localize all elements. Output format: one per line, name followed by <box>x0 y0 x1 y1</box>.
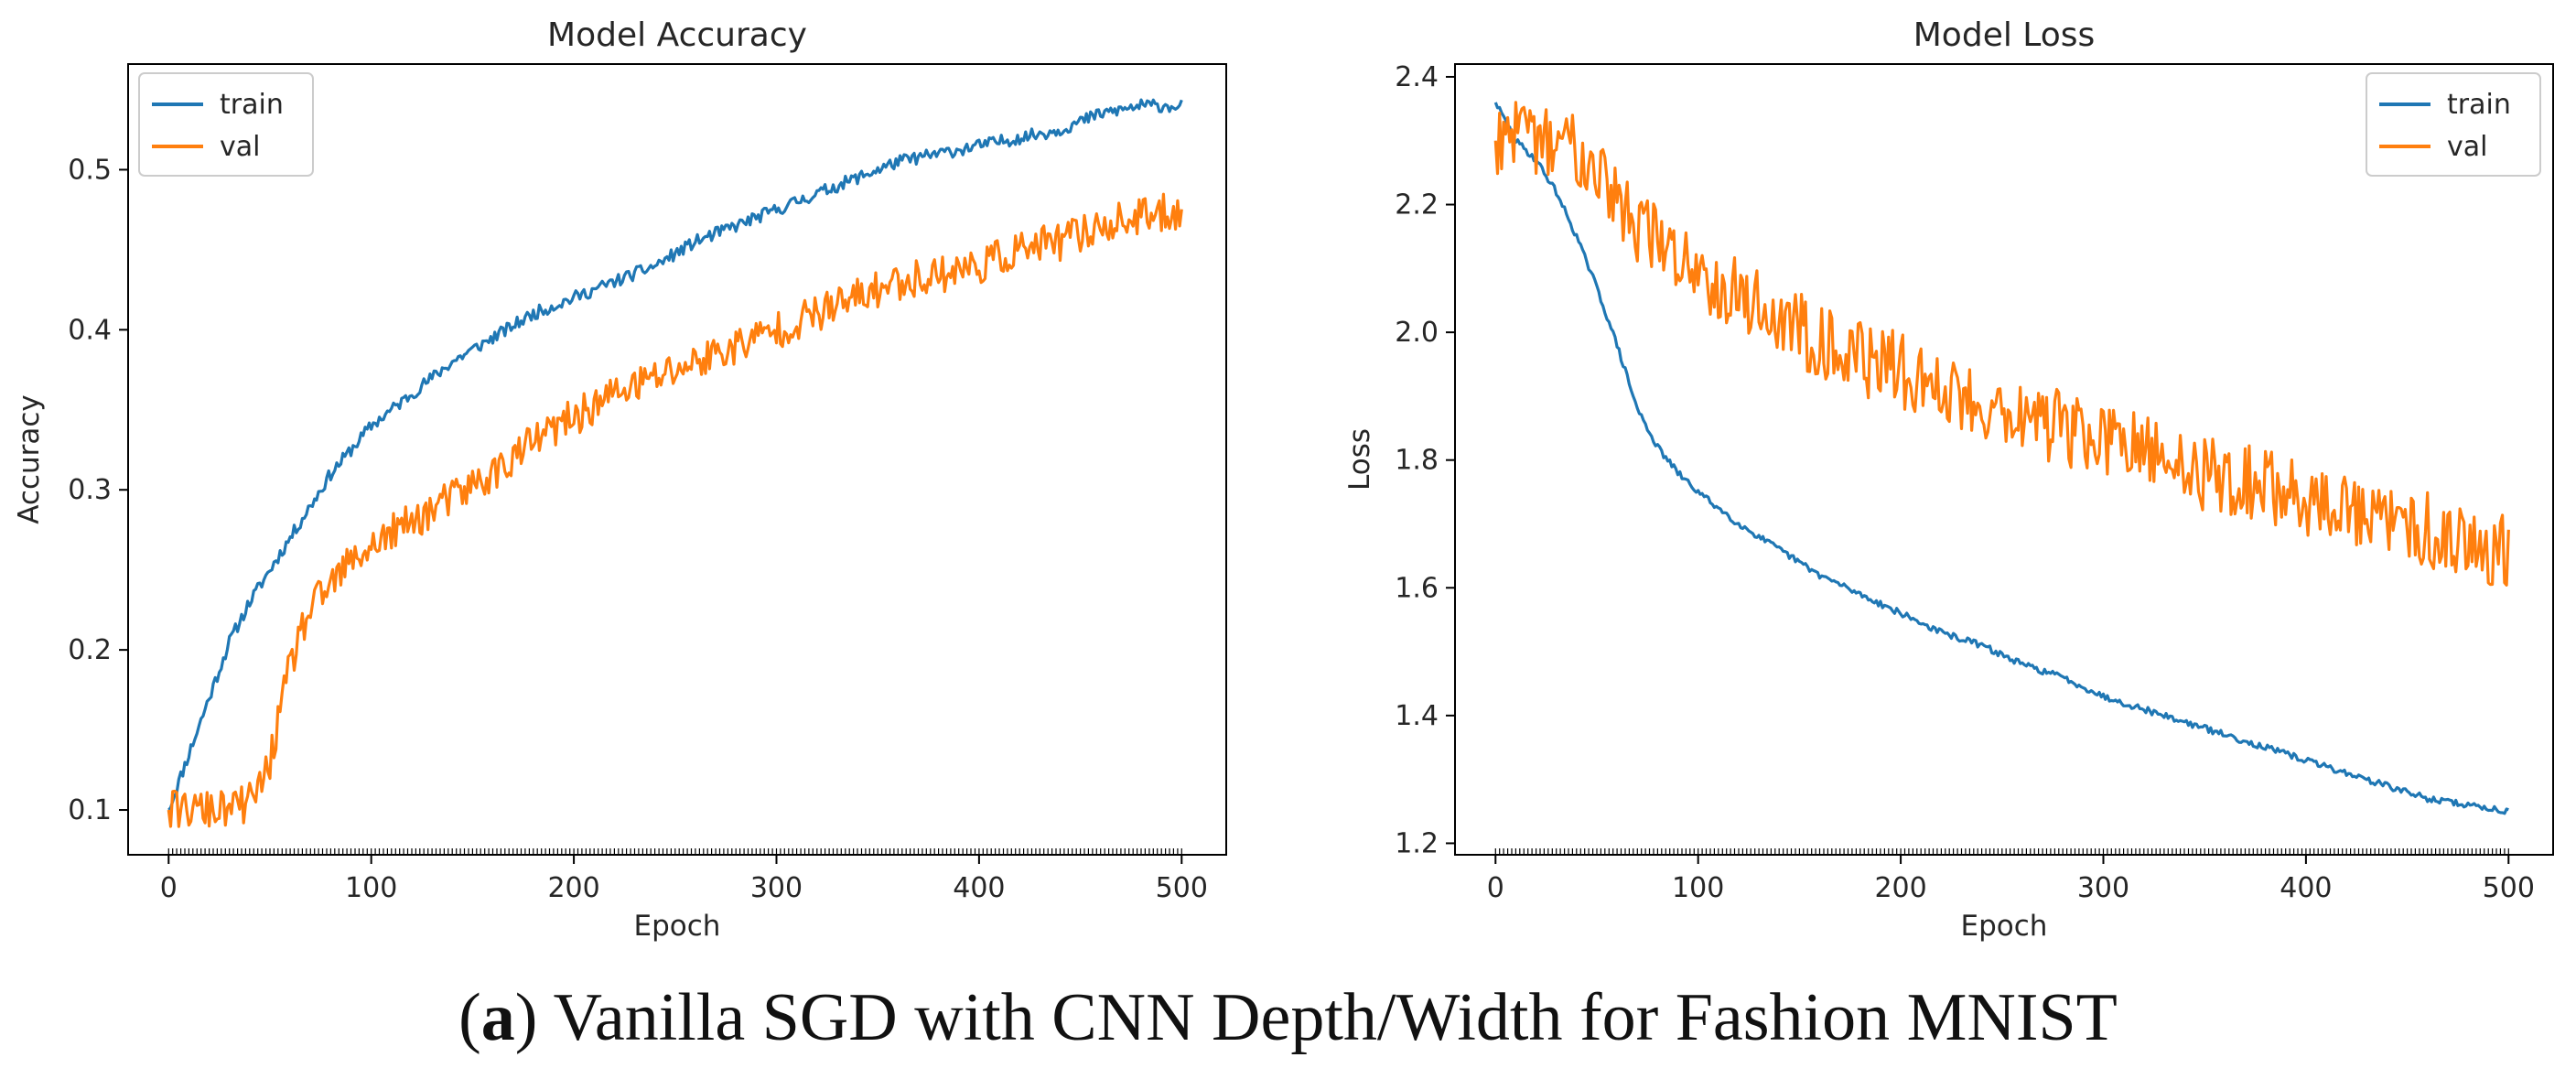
caption-text: Vanilla SGD with CNN Depth/Width for Fas… <box>553 980 2118 1055</box>
x-axis-label: Epoch <box>1961 910 2048 943</box>
x-axis-minor-ticks <box>1494 848 2509 855</box>
x-minor-tick-marks <box>167 848 1182 855</box>
series-line-val <box>1493 101 2510 587</box>
y-tick-label: 1.8 <box>1395 445 1439 477</box>
legend-label-train: train <box>220 89 284 121</box>
y-axis-label: Accuracy <box>13 394 46 524</box>
chart-title: Model Accuracy <box>547 16 807 54</box>
caption-label: a <box>480 980 515 1055</box>
y-tick-label: 0.1 <box>68 794 112 826</box>
legend: train val <box>138 72 314 177</box>
y-tick-label: 0.3 <box>68 474 112 506</box>
x-tick-label: 400 <box>953 872 1005 904</box>
legend: train val <box>2366 72 2541 177</box>
y-tick-label: 0.5 <box>68 154 112 186</box>
y-tick-label: 0.4 <box>68 314 112 346</box>
x-axis-label: Epoch <box>634 910 721 943</box>
loss-chart: Model Loss 0 100 200 300 400 500 1.2 1.4 1.6 1.8… <box>1343 16 2554 943</box>
x-tick-label: 500 <box>2483 872 2535 904</box>
x-tick-label: 400 <box>2280 872 2332 904</box>
series-lines <box>167 98 1183 828</box>
x-tick-label: 0 <box>1487 872 1504 904</box>
x-tick-label: 300 <box>2077 872 2129 904</box>
series-line-train <box>167 98 1183 812</box>
x-tick-label: 500 <box>1156 872 1208 904</box>
x-axis-ticks: 0 100 200 300 400 500 <box>1487 855 2535 904</box>
x-axis-ticks: 0 100 200 300 400 500 <box>160 855 1208 904</box>
x-tick-label: 200 <box>1874 872 1926 904</box>
y-tick-label: 0.2 <box>68 634 112 666</box>
x-tick-label: 100 <box>1672 872 1724 904</box>
y-axis-label: Loss <box>1343 428 1376 491</box>
x-tick-label: 300 <box>750 872 803 904</box>
x-tick-label: 200 <box>547 872 599 904</box>
legend-frame <box>2366 72 2541 177</box>
y-tick-label: 2.2 <box>1395 189 1439 221</box>
x-minor-tick-marks <box>1494 848 2509 855</box>
plot-frame <box>127 63 1227 856</box>
plot-frame <box>1454 63 2554 856</box>
x-tick-label: 0 <box>160 872 178 904</box>
y-axis-ticks: 0.1 0.2 0.3 0.4 0.5 <box>68 154 128 826</box>
y-tick-label: 1.6 <box>1395 572 1439 604</box>
legend-label-val: val <box>2447 131 2487 163</box>
series-line-train <box>1493 102 2509 815</box>
y-tick-label: 1.4 <box>1395 700 1439 732</box>
legend-label-train: train <box>2447 89 2511 121</box>
x-tick-label: 100 <box>345 872 397 904</box>
series-line-val <box>167 192 1183 828</box>
chart-title: Model Loss <box>1913 16 2096 54</box>
legend-label-val: val <box>220 131 260 163</box>
legend-frame <box>138 72 314 177</box>
accuracy-chart: Model Accuracy 0 100 200 300 400 500 0.10.20.… <box>13 16 1227 943</box>
y-tick-label: 1.2 <box>1395 827 1439 859</box>
x-axis-minor-ticks <box>167 848 1182 855</box>
series-lines <box>1493 101 2510 815</box>
y-axis-ticks: 1.2 1.4 1.6 1.8 2.0 2.2 2.4 <box>1395 61 1455 859</box>
y-tick-label: 2.4 <box>1395 61 1439 93</box>
figure-caption: (a) Vanilla SGD with CNN Depth/Width for… <box>458 980 2118 1055</box>
y-tick-label: 2.0 <box>1395 317 1439 349</box>
